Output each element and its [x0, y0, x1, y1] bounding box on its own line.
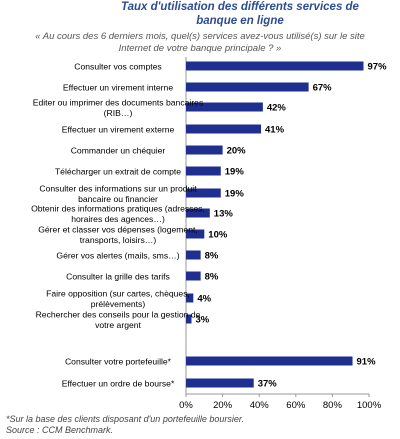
category-label: Consulter des informations sur un produi…: [39, 183, 197, 204]
category-label: Editer ou imprimer des documents bancair…: [33, 97, 204, 118]
category-label-line: Consulter la grille des tarifs: [66, 272, 170, 282]
bar: [186, 250, 201, 260]
x-tick-label: 100%: [357, 400, 382, 411]
category-label: Gérer et classer vos dépenses (logement,…: [38, 224, 198, 245]
category-label-line: bancaire ou financier: [78, 194, 158, 204]
bar: [186, 314, 192, 324]
footnote-source: Source : CCM Benchmark.: [6, 425, 114, 435]
bar-value-label: 97%: [368, 62, 388, 73]
bar: [186, 188, 221, 198]
category-label: Gérer vos alertes (mails, sms…): [56, 251, 179, 261]
bar-value-label: 37%: [258, 379, 278, 390]
bar-value-label: 8%: [205, 251, 219, 262]
bar-value-label: 20%: [227, 146, 247, 157]
category-label-line: Gérer et classer vos dépenses (logement,: [38, 224, 198, 234]
bar: [186, 229, 205, 239]
x-tick-label: 40%: [250, 400, 270, 411]
bar: [186, 61, 364, 71]
bar: [186, 145, 223, 155]
category-label-line: Consulter vos comptes: [74, 62, 161, 72]
bar: [186, 271, 201, 281]
category-label: Faire opposition (sur cartes, chèques, pr…: [46, 288, 190, 309]
category-label-line: Faire opposition (sur cartes, chèques,: [46, 288, 190, 298]
category-label-line: Effectuer un ordre de bourse*: [62, 379, 175, 389]
category-label-line: votre argent: [95, 320, 141, 330]
category-label-line: Effectuer un virement externe: [62, 125, 175, 135]
category-label-line: prélèvements): [91, 299, 146, 309]
category-label-line: horaires des agences…): [71, 214, 165, 224]
bar: [186, 102, 263, 112]
bar-value-label: 4%: [197, 294, 211, 305]
category-label: Rechercher des conseils pour la gestion …: [36, 309, 201, 330]
bar-value-label: 19%: [225, 189, 245, 200]
bar-value-label: 8%: [205, 272, 219, 283]
bar-value-label: 41%: [265, 125, 285, 136]
category-label: Effectuer un ordre de bourse*: [62, 379, 175, 389]
category-label-line: Gérer vos alertes (mails, sms…): [56, 251, 179, 261]
bar: [186, 378, 254, 388]
category-label: Consulter vos comptes: [74, 62, 161, 72]
bar-value-label: 67%: [313, 83, 333, 94]
bar: [186, 124, 262, 134]
chart-title: Taux d'utilisation des différents servic…: [121, 1, 359, 27]
category-label: Télécharger un extrait de compte: [55, 167, 181, 177]
x-tick-label: 0%: [179, 400, 193, 411]
category-label: Obtenir des informations pratiques (adre…: [31, 203, 205, 224]
category-label-line: Consulter des informations sur un produi…: [39, 183, 197, 193]
category-label: Effectuer un virement externe: [62, 125, 175, 135]
bar: [186, 166, 221, 176]
bar-value-label: 3%: [195, 315, 209, 326]
category-label-line: transports, loisirs…): [80, 235, 157, 245]
category-label-line: Commander un chéquier: [71, 146, 166, 156]
category-label-line: Télécharger un extrait de compte: [55, 167, 181, 177]
category-label: Effectuer un virement interne: [63, 83, 173, 93]
x-tick-label: 60%: [286, 400, 306, 411]
category-label: Consulter la grille des tarifs: [66, 272, 170, 282]
chart-subtitle: « Au cours des 6 derniers mois, quel(s) …: [35, 31, 365, 54]
footnote-note: *Sur la base des clients disposant d'un …: [6, 414, 245, 424]
bar-value-label: 10%: [208, 230, 228, 241]
category-label-line: (RIB…): [104, 108, 133, 118]
bar: [186, 356, 353, 366]
category-label-line: Consulter votre portefeuille*: [65, 357, 172, 367]
bar: [186, 293, 194, 303]
bar: [186, 82, 309, 92]
bar-value-label: 91%: [357, 357, 377, 368]
category-label: Commander un chéquier: [71, 146, 166, 156]
bar-value-label: 42%: [267, 103, 287, 114]
category-label-line: Editer ou imprimer des documents bancair…: [33, 97, 204, 107]
category-label-line: Obtenir des informations pratiques (adre…: [31, 203, 205, 213]
bar: [186, 208, 210, 218]
x-tick-label: 80%: [323, 400, 343, 411]
bar-value-label: 19%: [225, 167, 245, 178]
x-tick-label: 20%: [213, 400, 233, 411]
footnote: *Sur la base des clients disposant d'un …: [6, 414, 396, 436]
category-label-line: Rechercher des conseils pour la gestion …: [36, 309, 201, 319]
category-label: Consulter votre portefeuille*: [65, 357, 172, 367]
bar-value-label: 13%: [214, 209, 234, 220]
category-label-line: Effectuer un virement interne: [63, 83, 173, 93]
